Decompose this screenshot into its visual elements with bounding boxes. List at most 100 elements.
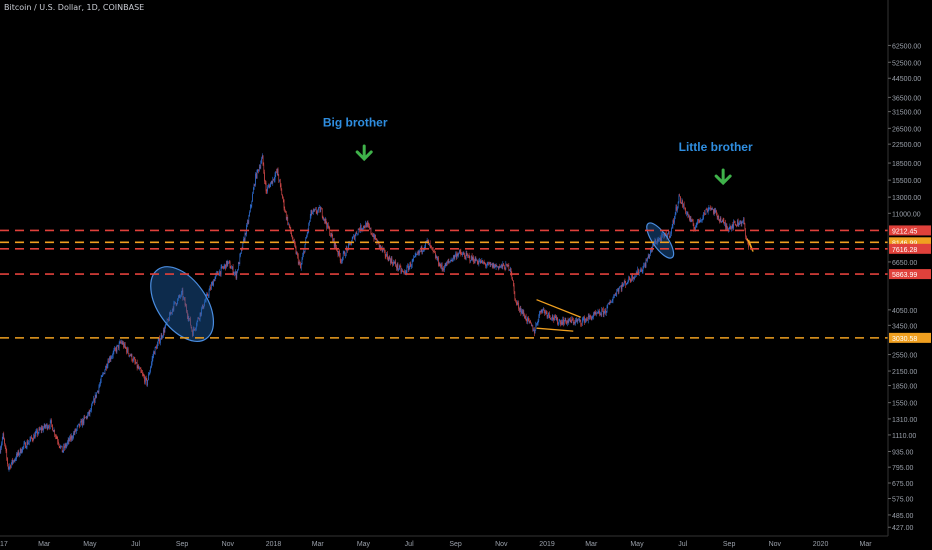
little-brother-label: Little brother <box>679 140 753 154</box>
candle-body <box>372 234 373 237</box>
candle-body <box>534 330 536 334</box>
candle-body <box>134 359 136 362</box>
candle-body <box>257 169 259 171</box>
candle-body <box>629 279 631 281</box>
candle-body <box>145 377 146 383</box>
candle-body <box>390 258 392 263</box>
candle-body <box>630 280 632 281</box>
candle-body <box>351 242 352 245</box>
candle-body <box>70 436 71 440</box>
candle-body <box>557 322 559 325</box>
candle-body <box>602 309 604 315</box>
candle-body <box>638 269 639 274</box>
candle-body <box>590 317 592 320</box>
candle-body <box>115 348 117 352</box>
candle-body <box>280 184 282 190</box>
candle-body <box>426 240 428 242</box>
candle-body <box>227 261 229 266</box>
candle-body <box>660 238 662 241</box>
candle-body <box>578 318 580 320</box>
candle-body <box>13 460 14 463</box>
candle-body <box>637 269 639 275</box>
candle-body <box>455 253 456 256</box>
candle-body <box>686 212 688 214</box>
candle-body <box>662 234 664 236</box>
candle-body <box>722 219 723 222</box>
candle-body <box>605 309 606 314</box>
candle-body <box>680 196 681 203</box>
candle-body <box>273 178 274 180</box>
candle-body <box>404 271 405 273</box>
candle-body <box>590 315 591 318</box>
candle-body <box>143 375 145 378</box>
candle-body <box>582 319 584 320</box>
candle-body <box>643 265 645 268</box>
candle-body <box>599 311 600 315</box>
candle-body <box>629 276 630 280</box>
candle-body <box>82 419 83 426</box>
candle-body <box>458 253 459 256</box>
candle-body <box>269 185 271 188</box>
candle-body <box>406 266 408 273</box>
candle-body <box>673 220 674 223</box>
candle-body <box>229 262 231 269</box>
level-price-tag <box>889 269 931 280</box>
candle-body <box>354 235 356 240</box>
candle-body <box>94 398 95 403</box>
candle-body <box>270 180 272 184</box>
candle-body <box>93 398 94 403</box>
candle-body <box>303 251 304 256</box>
candle-body <box>612 297 614 301</box>
candle-body <box>368 224 369 226</box>
candle-body <box>54 430 56 436</box>
candle-body <box>78 423 79 425</box>
candle-body <box>8 467 10 469</box>
candle-body <box>701 219 702 221</box>
candle-body <box>482 260 483 264</box>
candle-body <box>647 255 649 258</box>
candle-body <box>264 172 265 182</box>
x-tick-label: May <box>630 541 644 548</box>
candle-body <box>324 218 326 221</box>
y-tick-label: 427.00 <box>892 525 914 532</box>
candle-body <box>366 222 368 228</box>
candle-body <box>158 338 160 341</box>
candle-body <box>481 260 483 261</box>
candle-body <box>291 232 292 236</box>
candle-body <box>141 371 142 373</box>
candle-body <box>738 224 740 226</box>
candle-body <box>243 239 245 241</box>
candle-body <box>363 225 365 228</box>
candle-body <box>98 386 100 392</box>
candle-body <box>106 365 108 369</box>
candle-body <box>620 286 622 290</box>
candle-body <box>418 251 420 253</box>
candle-body <box>198 317 199 319</box>
candle-body <box>502 263 504 268</box>
candle-body <box>201 308 202 315</box>
candle-body <box>548 312 549 316</box>
candle-body <box>55 435 56 437</box>
candle-body <box>740 220 742 224</box>
candle-body <box>297 253 298 256</box>
level-price-label: 9212.45 <box>892 228 917 235</box>
candle-body <box>575 319 577 321</box>
candle-body <box>293 240 295 242</box>
candle-body <box>644 264 645 266</box>
candle-body <box>730 226 731 230</box>
candle-body <box>663 235 665 237</box>
candle-body <box>533 329 534 331</box>
candle-body <box>253 184 255 190</box>
candle-body <box>356 232 357 234</box>
candle-body <box>449 261 450 262</box>
candle-body <box>10 463 12 468</box>
candle-body <box>659 237 660 240</box>
candle-body <box>6 451 8 459</box>
candle-body <box>113 350 115 353</box>
candle-body <box>247 221 249 223</box>
candle-body <box>374 234 375 240</box>
candle-body <box>622 283 624 286</box>
candle-body <box>667 234 668 238</box>
candle-body <box>39 428 41 430</box>
